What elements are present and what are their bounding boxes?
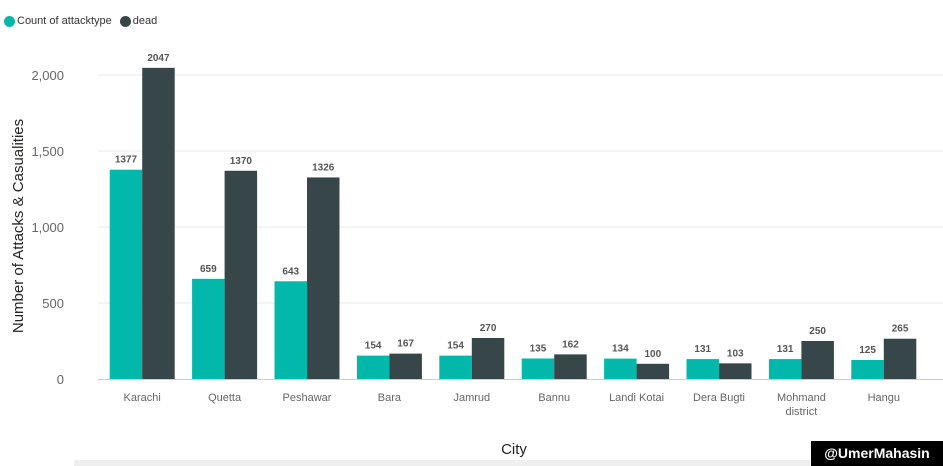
data-label: 2047 (147, 53, 170, 64)
bar-attacks[interactable] (521, 358, 555, 379)
data-label: 659 (200, 264, 217, 275)
bar-dead[interactable] (307, 177, 340, 379)
bar-attacks[interactable] (439, 355, 472, 379)
data-label: 103 (727, 348, 744, 359)
data-label: 1370 (230, 156, 253, 167)
data-label: 167 (397, 339, 414, 350)
legend-label: dead (132, 15, 158, 27)
legend-label: Count of attacktype (17, 15, 112, 27)
data-label: 125 (859, 345, 876, 356)
x-axis-title: City (501, 441, 527, 458)
bar-dead[interactable] (389, 353, 422, 379)
bar-attacks[interactable] (686, 359, 720, 379)
data-label: 154 (365, 341, 382, 352)
x-tick-label: Karachi (124, 392, 161, 404)
watermark-label: @UmerMahasin (811, 441, 943, 466)
bars (109, 67, 917, 379)
data-label: 270 (480, 323, 497, 334)
x-tick-label: Peshawar (283, 392, 332, 404)
x-tick-label: Jamrud (453, 392, 490, 404)
x-tick-label: Landi Kotai (609, 392, 664, 404)
data-label: 135 (530, 343, 547, 354)
data-label: 134 (612, 344, 629, 355)
y-tick-label: 0 (57, 372, 64, 387)
scrollbar-track[interactable] (74, 460, 810, 466)
bar-attacks[interactable] (109, 169, 143, 379)
y-axis-title: Number of Attacks & Casualities (10, 119, 27, 333)
bar-dead[interactable] (224, 170, 258, 379)
bar-attacks[interactable] (356, 355, 390, 379)
x-tick-label: Quetta (208, 392, 242, 404)
data-label: 100 (645, 349, 662, 360)
data-label: 250 (809, 326, 826, 337)
x-tick-label: Bannu (538, 392, 570, 404)
bar-dead[interactable] (554, 354, 587, 379)
data-label: 643 (282, 266, 299, 277)
x-axis-ticks: Karachi Quetta Peshawar Bara Jamrud Bannu Land… (124, 392, 900, 418)
y-tick-label: 1,500 (31, 144, 64, 159)
bar-dead[interactable] (883, 338, 917, 379)
legend: Count of attacktype dead (4, 15, 165, 27)
y-axis-ticks: 0 500 1,000 1,500 2,000 (31, 68, 64, 387)
legend-item-0[interactable]: Count of attacktype (4, 15, 112, 27)
x-tick-label: Bara (378, 392, 402, 404)
data-label: 1377 (115, 155, 138, 166)
legend-dot-icon (119, 15, 131, 27)
legend-dot-icon (4, 15, 15, 27)
data-label: 162 (562, 339, 579, 350)
bar-dead[interactable] (142, 67, 175, 379)
bar-attacks[interactable] (192, 278, 225, 379)
y-tick-label: 1,000 (31, 220, 64, 235)
bar-dead[interactable] (719, 363, 752, 379)
bar-dead[interactable] (471, 337, 505, 379)
data-label: 131 (694, 344, 711, 355)
bar-attacks[interactable] (274, 281, 308, 379)
bar-attacks[interactable] (851, 360, 884, 379)
data-label: 154 (447, 341, 464, 352)
x-tick-label: Mohmand district (777, 392, 826, 418)
bar-dead[interactable] (801, 341, 834, 379)
x-tick-label: Dera Bugti (693, 392, 745, 404)
bar-attacks[interactable] (604, 358, 637, 379)
bar-dead[interactable] (636, 363, 670, 379)
data-label: 1326 (312, 162, 335, 173)
data-labels: 1377 2047 659 1370 643 1326 154 167 154 270 135 162… (115, 53, 909, 360)
x-tick-label: Hangu (868, 392, 900, 404)
bar-attacks[interactable] (768, 359, 802, 379)
legend-item-1[interactable]: dead (119, 15, 158, 27)
data-label: 131 (777, 344, 794, 355)
y-tick-label: 500 (42, 296, 64, 311)
data-label: 265 (892, 324, 909, 335)
y-tick-label: 2,000 (31, 68, 64, 83)
